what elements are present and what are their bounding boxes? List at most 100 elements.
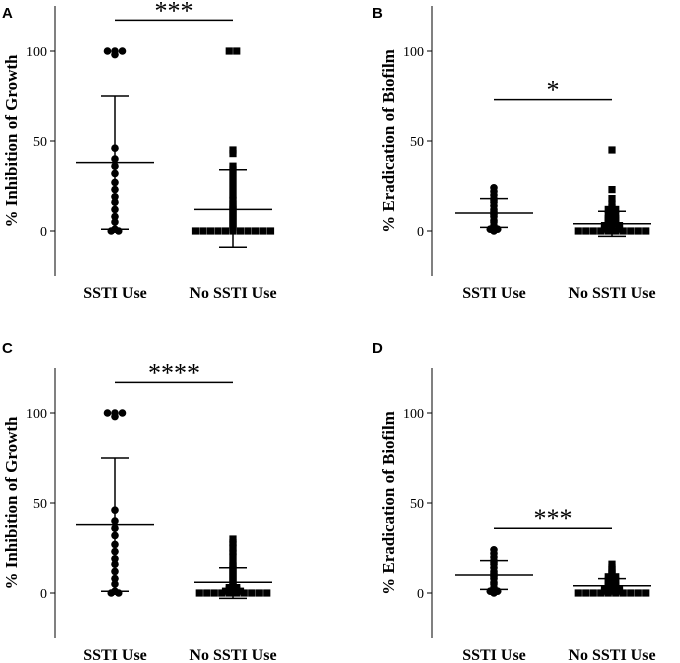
- data-point-square: [225, 589, 233, 597]
- data-point-circle: [107, 589, 116, 597]
- y-tick-label: 50: [33, 135, 47, 150]
- data-point-square: [604, 227, 612, 235]
- data-point-circle: [103, 47, 112, 55]
- data-point-square: [251, 227, 260, 235]
- panel-letter: D: [372, 340, 383, 357]
- data-point-square: [612, 227, 620, 235]
- y-axis-label: % Eradication of Biofilm: [379, 411, 398, 595]
- data-point-square: [574, 589, 582, 597]
- y-tick-label: 100: [403, 407, 424, 422]
- data-point-circle: [118, 47, 127, 55]
- significance-label: ***: [534, 504, 573, 533]
- data-point-square: [604, 584, 612, 592]
- data-point-square: [600, 225, 609, 233]
- data-point-square: [263, 589, 271, 597]
- data-point-square: [608, 186, 616, 194]
- data-point-square: [233, 47, 241, 55]
- data-point-square: [255, 589, 263, 597]
- panel-letter: B: [372, 5, 383, 22]
- y-tick-label: 0: [417, 587, 424, 602]
- significance-label: *: [547, 76, 560, 105]
- panel-b: B 0 50 100 % Eradication of Biofilm SSTI Use N…: [372, 5, 656, 302]
- panel-letter: C: [2, 340, 13, 357]
- data-point-square: [248, 589, 256, 597]
- y-tick-label: 0: [40, 225, 47, 240]
- data-point-square: [229, 150, 237, 158]
- y-tick-label: 100: [26, 45, 47, 60]
- data-point-circle: [490, 227, 498, 235]
- data-point-square: [597, 227, 605, 235]
- x-category-label: SSTI Use: [462, 647, 526, 663]
- data-point-square: [612, 211, 620, 219]
- data-point-square: [221, 587, 230, 595]
- x-category-label: SSTI Use: [83, 285, 147, 302]
- y-tick-label: 50: [33, 497, 47, 512]
- data-point-square: [604, 205, 612, 213]
- data-point-square: [642, 589, 650, 597]
- x-category-label: SSTI Use: [462, 285, 526, 302]
- data-point-square: [221, 227, 230, 235]
- data-point-square: [615, 587, 624, 595]
- data-point-square: [608, 146, 616, 154]
- data-point-square: [582, 589, 590, 597]
- data-point-square: [608, 560, 616, 568]
- data-point-square: [218, 589, 226, 597]
- data-point-square: [210, 589, 218, 597]
- data-point-circle: [111, 412, 119, 421]
- data-point-square: [634, 227, 642, 235]
- panel-d: D 0 50 100 % Eradication of Biofilm SSTI Use N…: [372, 340, 656, 663]
- y-tick-label: 0: [417, 225, 424, 240]
- data-point-square: [589, 589, 597, 597]
- data-point-square: [259, 227, 267, 235]
- data-point-square: [615, 225, 624, 233]
- data-point-square: [642, 227, 650, 235]
- data-point-circle: [103, 409, 112, 417]
- data-point-square: [612, 584, 620, 592]
- x-category-label: No SSTI Use: [189, 285, 276, 302]
- data-point-square: [191, 227, 200, 235]
- data-point-square: [225, 47, 233, 55]
- data-point-circle: [118, 409, 127, 417]
- panel-c: C 0 50 100 % Inhibition of Growth SSTI Use No …: [2, 340, 277, 663]
- data-point-square: [627, 589, 635, 597]
- y-axis-label: % Inhibition of Growth: [2, 416, 21, 590]
- y-tick-label: 100: [26, 407, 47, 422]
- data-point-square: [612, 205, 620, 213]
- y-tick-label: 50: [410, 497, 424, 512]
- panel-a: A 0 50 100 % Inhibition of Growth SSTI Use No …: [2, 0, 277, 302]
- data-point-circle: [111, 50, 119, 59]
- data-point-square: [236, 587, 245, 595]
- data-point-square: [240, 589, 248, 597]
- y-tick-label: 100: [403, 45, 424, 60]
- x-category-label: SSTI Use: [83, 647, 147, 663]
- data-point-square: [627, 227, 635, 235]
- significance-label: ***: [155, 0, 194, 25]
- x-category-label: No SSTI Use: [568, 285, 655, 302]
- data-point-square: [582, 227, 590, 235]
- y-axis-label: % Inhibition of Growth: [2, 54, 21, 228]
- data-point-square: [236, 227, 245, 235]
- data-point-square: [214, 227, 222, 235]
- data-point-square: [619, 227, 627, 235]
- data-point-square: [195, 589, 203, 597]
- data-point-square: [634, 589, 642, 597]
- data-point-square: [589, 227, 597, 235]
- data-point-square: [203, 589, 211, 597]
- data-point-square: [199, 227, 207, 235]
- data-point-square: [266, 227, 275, 235]
- panel-letter: A: [2, 5, 13, 22]
- data-point-square: [600, 587, 609, 595]
- x-category-label: No SSTI Use: [568, 647, 655, 663]
- y-tick-label: 50: [410, 135, 424, 150]
- data-point-circle: [114, 589, 123, 597]
- data-point-square: [206, 227, 215, 235]
- data-point-square: [574, 227, 582, 235]
- data-point-circle: [490, 589, 498, 597]
- data-point-circle: [114, 227, 123, 235]
- data-point-square: [244, 227, 252, 235]
- data-point-square: [233, 589, 241, 597]
- y-tick-label: 0: [40, 587, 47, 602]
- data-point-square: [608, 195, 616, 203]
- significance-label: ****: [148, 358, 200, 387]
